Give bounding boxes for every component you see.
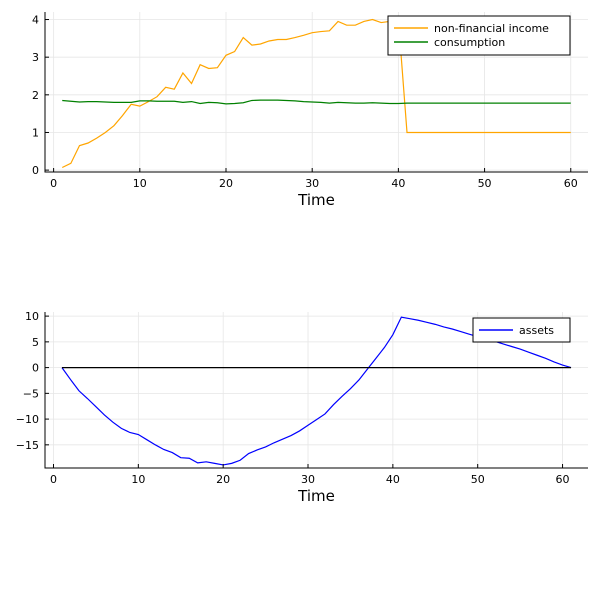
x-tick-label: 60 [564,177,578,190]
x-tick-label: 50 [478,177,492,190]
x-axis-title: Time [297,191,335,209]
y-tick-label: −15 [16,439,39,452]
axes [44,12,588,173]
legend-box [387,15,571,56]
series-layer [61,18,571,169]
axis-frame [44,12,588,173]
x-tick-label: 10 [133,177,147,190]
legend: assets [472,317,571,343]
y-tick-label: −10 [16,413,39,426]
x-tick-label: 50 [471,473,485,486]
y-tick-label: 2 [32,89,39,102]
axes [44,312,588,469]
y-tick-label: 10 [25,310,39,323]
y-tick-label: 0 [32,362,39,375]
consumption-line [62,99,571,105]
x-tick-label: 30 [301,473,315,486]
y-tick-label: 4 [32,14,39,27]
x-tick-label: 30 [305,177,319,190]
x-tick-label: 0 [50,177,57,190]
y-tick-label: 1 [32,126,39,139]
y-tick-label: 5 [32,336,39,349]
y-tick-label: 3 [32,51,39,64]
x-tick-label: 20 [219,177,233,190]
x-tick-label: 10 [131,473,145,486]
x-tick-label: 0 [50,473,57,486]
axis-frame [44,312,588,469]
legend-label: non-financial income [434,22,549,35]
x-tick-label: 60 [556,473,570,486]
tick-labels: 0 10 20 30 40 50 60 0 1 2 3 4 [32,14,578,190]
legend-label: assets [519,324,554,337]
x-tick-label: 40 [386,473,400,486]
legend-box [472,317,571,343]
y-tick-label: 0 [32,164,39,177]
x-tick-label: 40 [391,177,405,190]
x-tick-label: 20 [216,473,230,486]
y-tick-label: −5 [23,387,39,400]
non-financial-income-line [61,18,571,169]
x-axis-title: Time [297,487,335,505]
legend-label: consumption [434,36,505,49]
income-consumption-chart: 0 10 20 30 40 50 60 0 1 2 3 4 Time non-financial in… [32,12,588,209]
